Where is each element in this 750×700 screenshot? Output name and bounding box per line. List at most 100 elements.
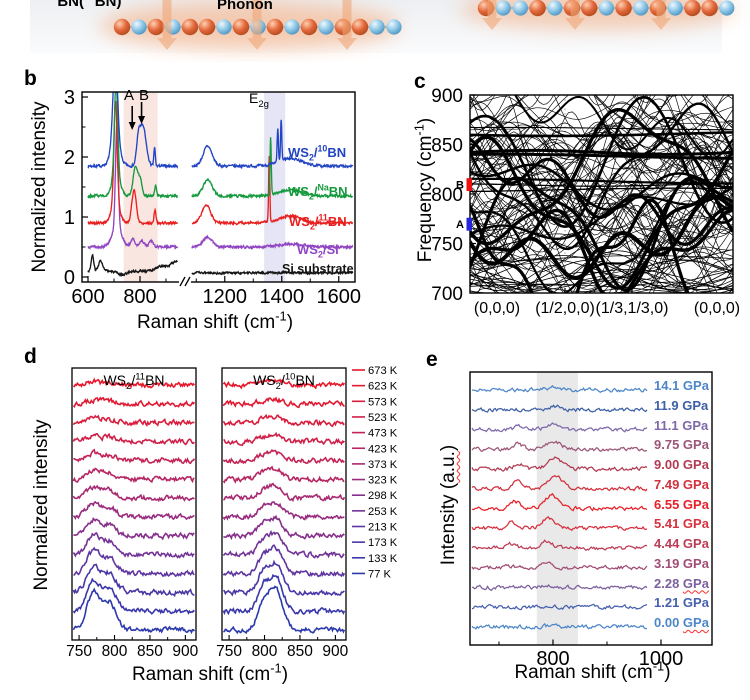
pressure-label: 9.00 GPa [654, 457, 709, 472]
legend-label: 673 K [368, 365, 398, 377]
formula-part: 2 [275, 380, 281, 392]
panel-d-y-axis-title: Normalized intensity [31, 419, 52, 591]
nitrogen-atom [284, 19, 300, 35]
tick-label: 700 [431, 284, 463, 305]
panel-b-y-axis-title: Normalized intensity [29, 101, 50, 273]
spectrum-curve [191, 269, 354, 276]
pressure-unit: GPa [682, 417, 709, 433]
pressure-unit: GPa [682, 555, 709, 571]
nitrogen-atom [386, 19, 402, 35]
formula-part: 2 [126, 380, 132, 392]
phonon-branch [470, 172, 733, 293]
pressure-label: 1.21 GPa [654, 595, 709, 610]
highlight-band [264, 92, 286, 282]
nitrogen-atom [598, 0, 615, 16]
pressure-unit: GPa [682, 457, 709, 472]
phonon-branch [470, 283, 692, 293]
phonon-branch [470, 152, 733, 255]
formula-part: 10 [284, 371, 296, 383]
pressure-value: 2.28 [654, 575, 683, 591]
formula-part: -1 [275, 308, 287, 324]
panel-d-x-axis-title: Raman shift (cm-1) [131, 660, 289, 685]
tick-label: 850 [431, 136, 463, 157]
k-point-label: (0,0,0) [474, 300, 520, 317]
phonon-branch [470, 102, 733, 251]
pressure-unit: GPa [682, 496, 709, 512]
legend-label: 423 K [368, 443, 398, 455]
panel-label-c: c [414, 70, 426, 93]
pressure-label: 9.75 GPa [654, 437, 709, 452]
pressure-spectrum [471, 492, 648, 512]
intensity-label-au: a.u. [438, 451, 459, 483]
pressure-label: 0.00 GPa [654, 615, 709, 630]
phonon-branch [470, 208, 733, 293]
tick-label: 1000 [639, 648, 684, 670]
tick-label: 0 [64, 267, 75, 289]
k-point-label: (1/2,0,0) [535, 300, 595, 317]
spectrum-curve [87, 253, 179, 278]
phonon-branch [470, 95, 570, 145]
legend-label: 133 K [368, 553, 398, 565]
temperature-spectrum [223, 431, 345, 447]
tick-label: 600 [71, 286, 104, 308]
pressure-label: 5.41 GPa [654, 516, 709, 531]
peak-annotation-a: A [124, 87, 135, 104]
temperature-spectrum [72, 587, 196, 635]
peak-annotation-b: B [139, 87, 150, 104]
phonon-branch [470, 122, 733, 190]
formula-part: -1 [270, 660, 282, 676]
boron-atom [300, 18, 318, 36]
pressure-label: 7.49 GPa [654, 477, 709, 492]
tick-label: 800 [431, 185, 463, 206]
pressure-spectrum [471, 539, 648, 552]
curves-group [87, 92, 354, 278]
temperature-spectrum [222, 465, 345, 484]
pressure-spectrum [471, 603, 648, 611]
phonon-branch [470, 124, 733, 175]
phonon-branch [470, 95, 733, 229]
phonon-branch [470, 157, 733, 235]
temperature-spectrum [72, 396, 196, 408]
phonon-branch [470, 231, 733, 275]
phonon-branch [470, 135, 733, 290]
tick-label: 750 [66, 643, 92, 660]
pressure-spectrum [471, 440, 648, 452]
phonon-arrow [157, 0, 177, 50]
spectrum-curve [87, 92, 178, 200]
pressure-spectrum [471, 561, 648, 571]
phonon-branch [470, 104, 733, 231]
phonon-branch [470, 156, 733, 232]
curves-group [72, 377, 196, 635]
pressure-value: 3.19 [654, 555, 683, 571]
pressure-spectrum [471, 474, 648, 492]
phonon-branch [470, 186, 733, 240]
branches-group [470, 95, 733, 293]
boron-atom [232, 18, 250, 36]
phonon-branch [470, 269, 733, 293]
phonon-branch [471, 95, 725, 127]
spectrum-curve [87, 122, 179, 251]
phonon-branch [470, 259, 733, 291]
tick-label: 1400 [260, 286, 305, 308]
panel-label-b: b [24, 67, 37, 90]
pressure-unit: GPa [682, 536, 709, 551]
legend-label: 253 K [368, 506, 398, 518]
formula-part: -1 [652, 658, 665, 674]
temperature-spectrum [72, 563, 195, 597]
curve-label-ws2-10bn: WS2/10BN [288, 143, 347, 163]
tick-label: 3 [64, 87, 75, 109]
plot-frame [469, 371, 713, 646]
panel-d-temperature-chart: 750 800 850 900 750 800 850 900 673 K 623 K 573 K 5… [66, 365, 398, 660]
spectrum-curve [191, 119, 354, 170]
formula-part: Na [317, 182, 329, 193]
mode-marker [466, 178, 472, 192]
phonon-branch [470, 281, 733, 292]
tick-label: 800 [536, 648, 569, 670]
boron-atom [615, 0, 632, 17]
tick-label: 1600 [317, 286, 362, 308]
nitrogen-atom [633, 0, 649, 16]
phonon-branch [470, 124, 733, 191]
mode-marker [466, 217, 472, 231]
phonon-branch [470, 103, 733, 131]
phonon-branch [470, 188, 733, 269]
